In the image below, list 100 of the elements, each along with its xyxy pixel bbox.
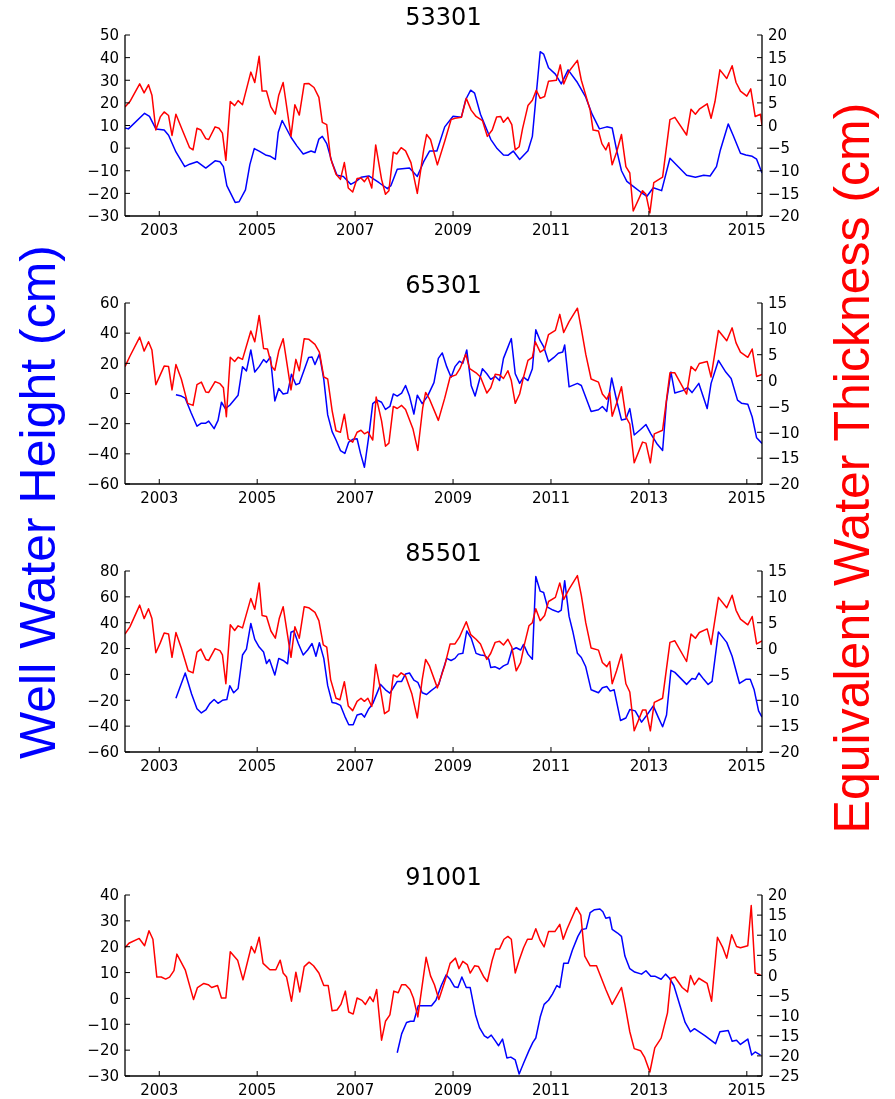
y-tick-label: 0	[109, 139, 119, 158]
x-tick-label: 2005	[238, 756, 277, 775]
y-tick-label: 40	[99, 48, 119, 67]
y2-tick-label: −15	[768, 184, 800, 203]
y2-tick-label: −5	[768, 139, 791, 158]
y2-tick-label: −10	[768, 1006, 800, 1025]
y2-tick-label: −20	[768, 1046, 800, 1065]
y-axis-title: Well Water Height (cm)	[10, 245, 66, 759]
y-tick-label: −20	[87, 1040, 119, 1059]
y2-tick-label: −5	[768, 665, 791, 684]
y2-tick-label: −5	[768, 397, 791, 416]
y-tick-label: 0	[109, 384, 119, 403]
y-tick-label: −30	[87, 1066, 119, 1085]
x-tick-label: 2007	[336, 488, 375, 507]
y-tick-label: −30	[87, 207, 119, 226]
x-tick-label: 2003	[140, 488, 179, 507]
x-tick-label: 2013	[629, 220, 668, 239]
y2-tick-label: 20	[768, 885, 788, 904]
y-tick-label: 20	[99, 354, 119, 373]
y2-tick-label: −25	[768, 1066, 800, 1085]
y2-tick-label: 0	[768, 116, 778, 135]
x-tick-label: 2011	[531, 220, 571, 239]
y-tick-label: 40	[99, 323, 119, 342]
y-tick-label: −60	[87, 743, 119, 762]
y-tick-label: 20	[99, 639, 119, 658]
x-tick-label: 2015	[727, 220, 766, 239]
y-tick-label: 30	[99, 71, 119, 90]
x-tick-label: 2005	[238, 488, 277, 507]
y2-tick-label: 0	[768, 966, 778, 985]
y-tick-label: −20	[87, 691, 119, 710]
x-tick-label: 2009	[433, 220, 473, 239]
x-tick-label: 2007	[336, 220, 375, 239]
y2-tick-label: −20	[768, 743, 800, 762]
line-series	[125, 904, 762, 1073]
y-tick-label: −40	[87, 444, 119, 463]
chart-title: 91001	[404, 862, 483, 891]
x-tick-label: 2009	[433, 1080, 473, 1099]
y2-tick-label: 15	[768, 293, 788, 312]
x-tick-label: 2011	[531, 488, 571, 507]
x-tick-label: 2003	[140, 220, 179, 239]
y2-tick-label: −20	[768, 207, 800, 226]
y-tick-label: 10	[99, 963, 119, 982]
y-tick-label: 10	[99, 116, 119, 135]
y-tick-label: 60	[99, 293, 119, 312]
y2-tick-label: −10	[768, 423, 800, 442]
line-series	[396, 907, 762, 1075]
x-tick-label: 2013	[629, 1080, 668, 1099]
y2-tick-label: −20	[768, 474, 800, 493]
x-tick-label: 2013	[629, 756, 668, 775]
x-tick-label: 2007	[336, 1080, 375, 1099]
x-tick-label: 2007	[336, 756, 375, 775]
y2-tick-label: 5	[768, 614, 778, 633]
y-tick-label: −10	[87, 162, 119, 181]
y2-tick-label: 0	[768, 639, 778, 658]
y2-tick-label: −5	[768, 986, 791, 1005]
y-tick-label: 40	[99, 885, 119, 904]
x-tick-label: 2005	[238, 1080, 277, 1099]
y2-tick-label: 15	[768, 562, 788, 581]
chart-title: 53301	[404, 3, 483, 31]
y-tick-label: −20	[87, 414, 119, 433]
line-series	[175, 328, 762, 468]
chart-title: 85501	[404, 539, 483, 567]
x-tick-label: 2015	[727, 488, 766, 507]
y2-tick-label: −10	[768, 691, 800, 710]
x-tick-label: 2013	[629, 488, 668, 507]
y-tick-label: −20	[87, 184, 119, 203]
y2-tick-label: 5	[768, 946, 778, 965]
x-tick-label: 2003	[140, 1080, 179, 1099]
chart-title: 65301	[404, 270, 483, 299]
y-tick-label: 0	[109, 989, 119, 1008]
y2-tick-label: −10	[768, 162, 800, 181]
y-tick-label: −60	[87, 474, 119, 493]
x-tick-label: 2009	[433, 488, 473, 507]
y2-tick-label: −15	[768, 717, 800, 736]
y2-tick-label: 10	[768, 588, 788, 607]
x-tick-label: 2003	[140, 756, 179, 775]
y-tick-label: 80	[99, 562, 119, 581]
x-tick-label: 2015	[727, 1080, 766, 1099]
y2-tick-label: 10	[768, 71, 788, 90]
y2-tick-label: 5	[768, 94, 778, 113]
line-series	[125, 306, 762, 464]
y2-tick-label: 20	[768, 26, 788, 45]
y2-tick-label: 15	[768, 905, 788, 924]
y2-tick-label: −15	[768, 1026, 800, 1045]
x-tick-label: 2009	[433, 756, 473, 775]
y-tick-label: −10	[87, 1015, 119, 1034]
y-tick-label: 40	[99, 614, 119, 633]
y2-tick-label: 10	[768, 926, 788, 945]
x-tick-label: 2005	[238, 220, 277, 239]
y2-tick-label: 0	[768, 371, 778, 390]
x-tick-label: 2011	[531, 756, 571, 775]
y-tick-label: 30	[99, 911, 119, 930]
x-tick-label: 2015	[727, 756, 766, 775]
y2-tick-label: −15	[768, 448, 800, 467]
x-tick-label: 2011	[531, 1080, 571, 1099]
y2-tick-label: 15	[768, 48, 788, 67]
y-tick-label: 20	[99, 937, 119, 956]
y2-axis-title: Equivalent Water Thickness (cm)	[824, 102, 880, 834]
y-tick-label: 20	[99, 94, 119, 113]
y-tick-label: 0	[109, 665, 119, 684]
